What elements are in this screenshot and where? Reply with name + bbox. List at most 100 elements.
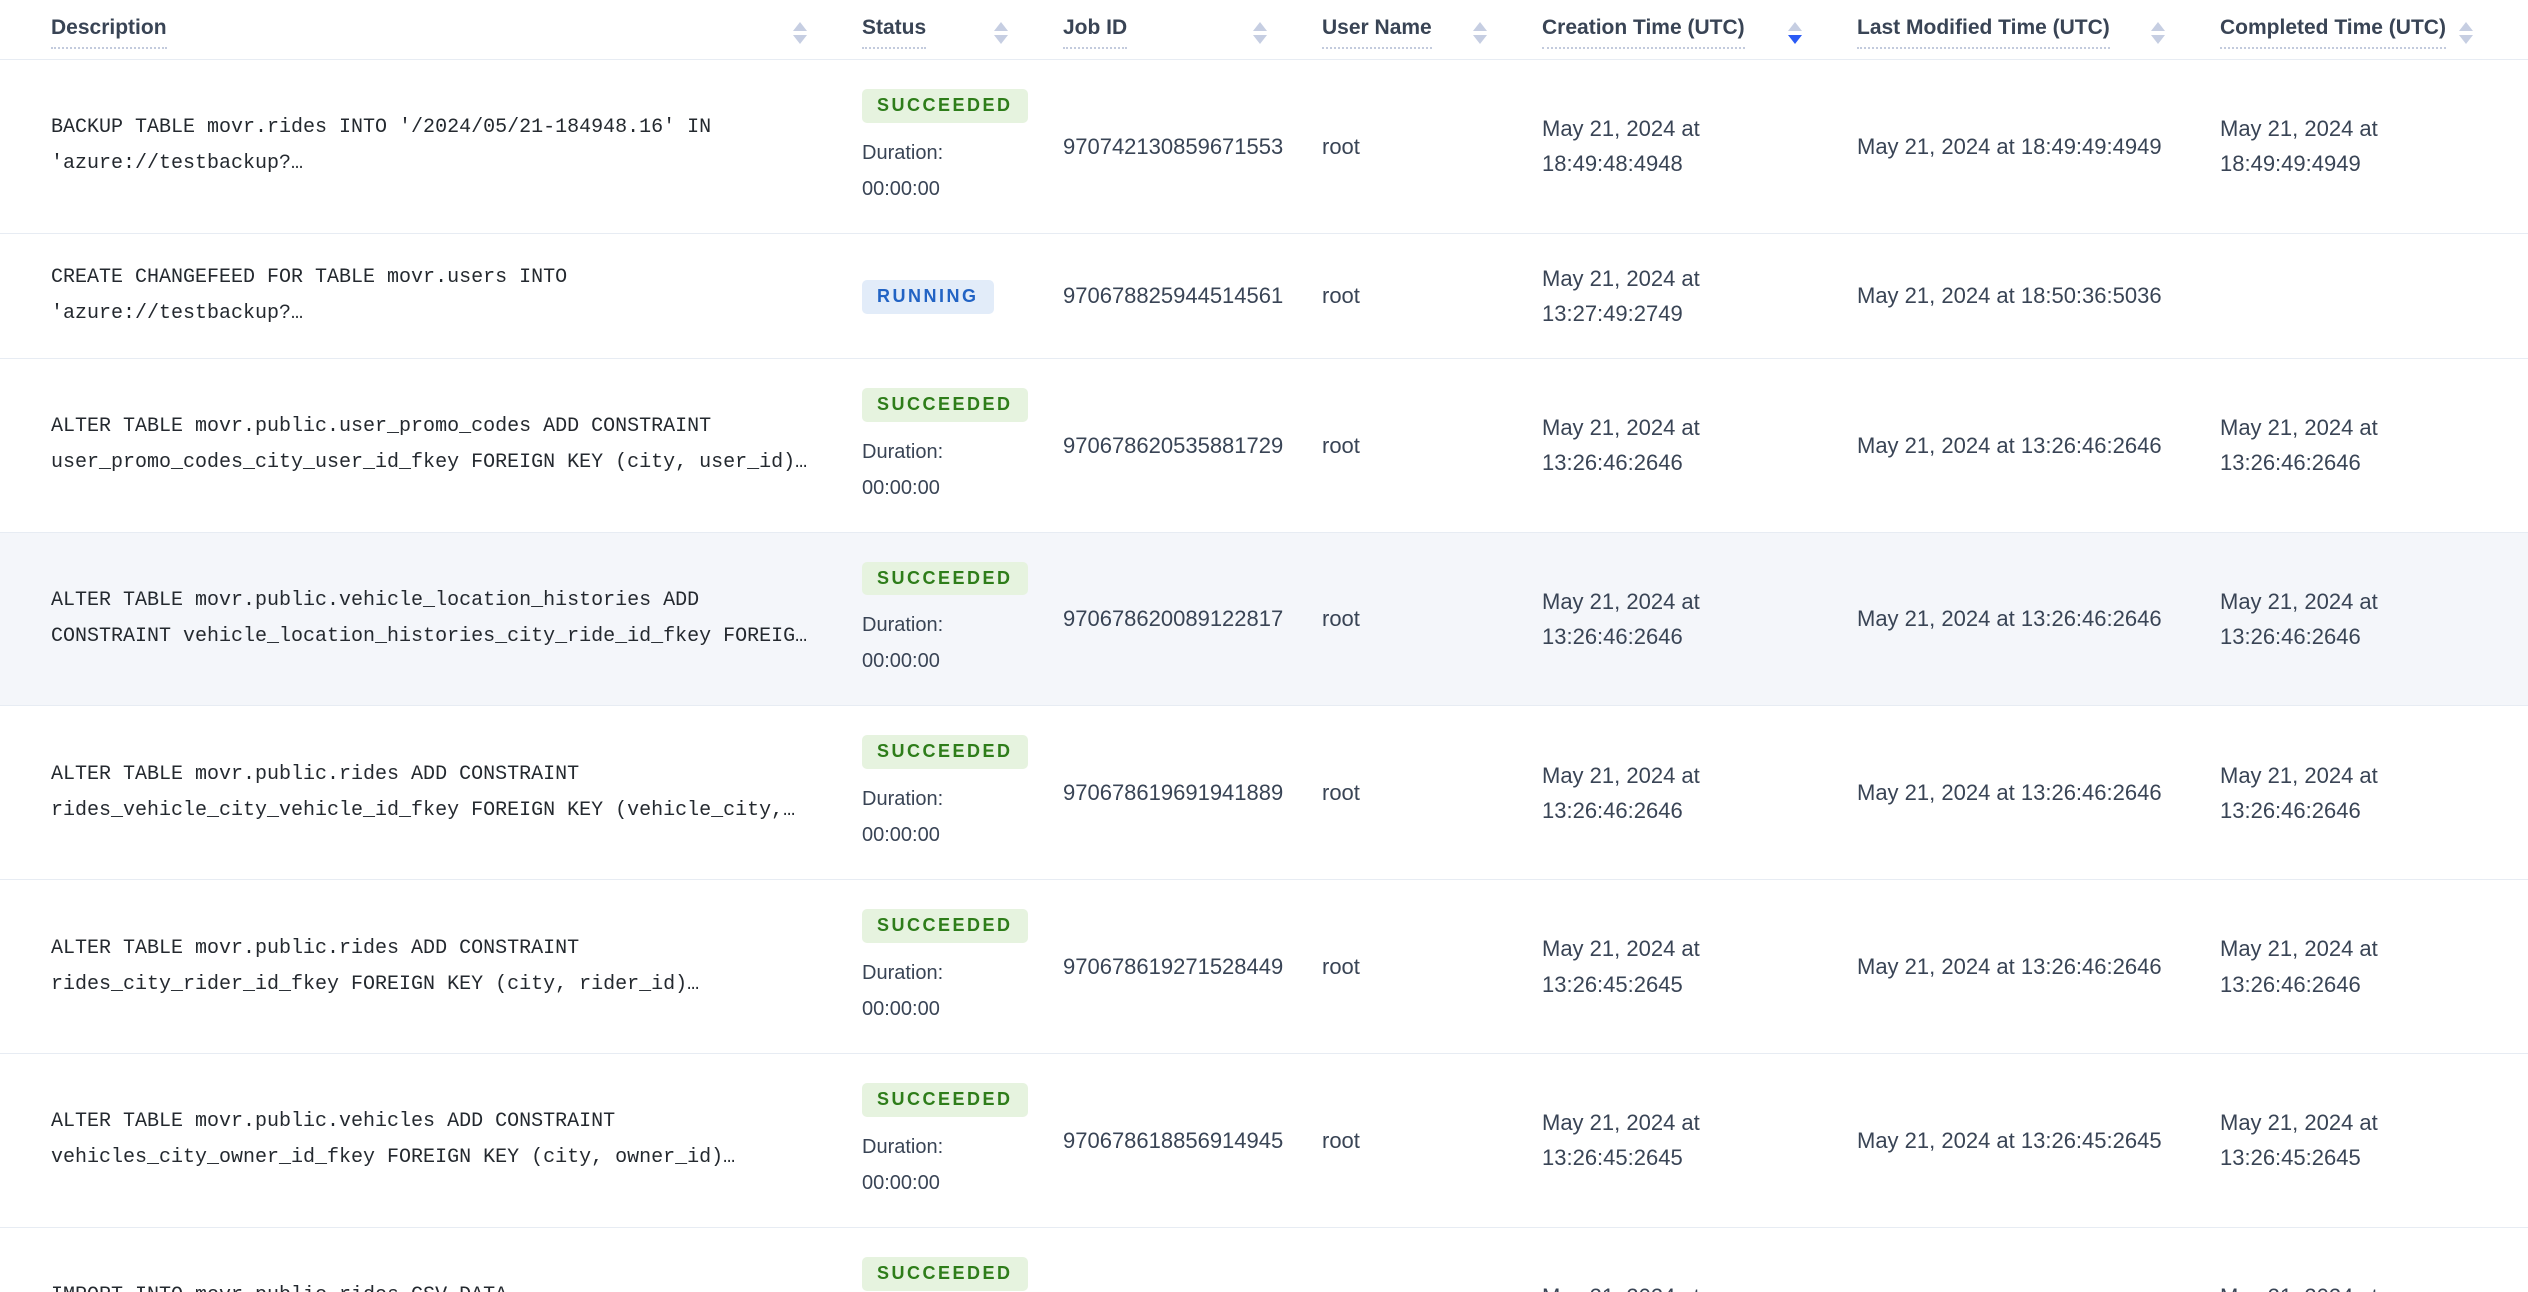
jobs-table-body: BACKUP TABLE movr.rides INTO '/2024/05/2… [0, 60, 2528, 1292]
last-modified-time-cell: May 21, 2024 at 13:26:46:2646 [1857, 705, 2220, 880]
job-id-cell: 970742130859671553 [1063, 133, 1284, 159]
sort-down-arrow-icon [1473, 34, 1487, 44]
completed-time-cell: May 21, 2024 at 18:49:49:4949 [2220, 116, 2378, 177]
column-header-label: Job ID [1063, 16, 1128, 50]
user-name-cell: root [1322, 705, 1542, 880]
duration-label: Duration: [862, 962, 944, 985]
job-id-cell: 970678618856914945 [1063, 1053, 1322, 1228]
completed-time-cell: May 21, 2024 at 13:26:46:2646 [2220, 531, 2528, 706]
status-cell: SUCCEEDED Duration: 00:00:00 [862, 1226, 1063, 1292]
creation-time-cell: May 21, 2024 at 13:26:46:2646 [1542, 531, 1857, 706]
user-name-cell: root [1322, 1226, 1542, 1292]
status-duration: Duration: 00:00:00 [862, 1129, 1043, 1201]
job-description[interactable]: ALTER TABLE movr.public.vehicle_location… [51, 589, 808, 649]
description-cell[interactable]: ALTER TABLE movr.public.user_promo_codes… [0, 357, 862, 533]
completed-time-cell: May 21, 2024 at 13:26:45:2645 [2220, 1053, 2528, 1228]
status-duration: Duration: 00:00:00 [862, 781, 1043, 853]
job-description[interactable]: BACKUP TABLE movr.rides INTO '/2024/05/2… [51, 116, 712, 176]
status-cell: SUCCEEDED Duration: 00:00:00 [862, 531, 1063, 706]
status-badge: SUCCEEDED [862, 561, 1028, 596]
status-duration: Duration: 00:00:00 [862, 607, 1043, 679]
column-header-label: Completed Time (UTC) [2220, 16, 2446, 50]
sort-up-arrow-icon [1788, 21, 1802, 31]
sort-icon[interactable] [1788, 21, 1802, 44]
job-description[interactable]: CREATE CHANGEFEED FOR TABLE movr.users I… [51, 265, 568, 325]
column-header-completed-time[interactable]: Completed Time (UTC) [2220, 0, 2528, 61]
status-badge: SUCCEEDED [862, 1083, 1028, 1117]
column-header-creation-time[interactable]: Creation Time (UTC) [1542, 0, 1857, 61]
user-name-cell: root [1322, 133, 1360, 159]
duration-label: Duration: [862, 141, 944, 164]
sort-icon[interactable] [2151, 21, 2165, 44]
sort-up-arrow-icon [793, 21, 807, 31]
sort-icon[interactable] [1253, 21, 1267, 44]
job-description[interactable]: ALTER TABLE movr.public.user_promo_codes… [51, 415, 808, 475]
duration-value: 00:00:00 [862, 824, 940, 847]
job-id-cell: 970678619691941889 [1063, 705, 1322, 880]
completed-time-cell: May 21, 2024 at 13:26:46:2646 [2220, 705, 2528, 880]
duration-label: Duration: [862, 788, 944, 811]
status-badge: SUCCEEDED [862, 1256, 1028, 1291]
creation-time-cell: May 21, 2024 at 13:26:45:2645 [1542, 879, 1857, 1054]
status-cell: SUCCEEDED Duration: 00:00:00 [862, 357, 1063, 533]
column-header-job-id[interactable]: Job ID [1063, 0, 1322, 61]
duration-label: Duration: [862, 440, 944, 463]
user-name-cell: root [1322, 879, 1542, 1054]
column-header-status[interactable]: Status [862, 0, 1063, 61]
description-cell[interactable]: IMPORT INTO movr.public.rides CSV DATA (… [0, 1226, 862, 1292]
sort-down-arrow-icon [1253, 34, 1267, 44]
column-header-label: Description [51, 16, 167, 50]
jobs-table-header: Description Status Job ID User Name [0, 0, 2528, 61]
last-modified-time-cell: May 21, 2024 at 13:26:46:2646 [1857, 531, 2220, 706]
job-description[interactable]: ALTER TABLE movr.public.rides ADD CONSTR… [51, 762, 796, 822]
duration-label: Duration: [862, 1135, 944, 1158]
last-modified-time-cell: May 21, 2024 at 13:26:46:2646 [1857, 879, 2220, 1054]
status-badge: SUCCEEDED [862, 735, 1028, 770]
last-modified-time-cell: May 21, 2024 at 13:26:46:2646 [1857, 357, 2220, 533]
description-cell[interactable]: ALTER TABLE movr.public.vehicles ADD CON… [0, 1053, 862, 1228]
table-row[interactable]: CREATE CHANGEFEED FOR TABLE movr.users I… [0, 232, 2528, 359]
table-row[interactable]: ALTER TABLE movr.public.vehicle_location… [0, 531, 2528, 706]
table-row[interactable]: ALTER TABLE movr.public.rides ADD CONSTR… [0, 705, 2528, 880]
table-row[interactable]: ALTER TABLE movr.public.rides ADD CONSTR… [0, 879, 2528, 1054]
user-name-cell: root [1322, 357, 1542, 533]
description-cell[interactable]: ALTER TABLE movr.public.rides ADD CONSTR… [0, 879, 862, 1054]
creation-time-cell: May 21, 2024 at 13:27:49:2749 [1542, 232, 1857, 359]
job-id-cell: 970678620535881729 [1063, 357, 1322, 533]
creation-time-cell: May 21, 2024 at 18:49:48:4948 [1542, 116, 1700, 177]
status-cell: RUNNING [862, 232, 1063, 359]
description-cell[interactable]: ALTER TABLE movr.public.vehicle_location… [0, 531, 862, 706]
column-header-last-modified-time[interactable]: Last Modified Time (UTC) [1857, 0, 2220, 61]
last-modified-time-cell: May 21, 2024 at 18:49:49:4949 [1857, 133, 2162, 159]
job-description[interactable]: IMPORT INTO movr.public.rides CSV DATA (… [51, 1278, 842, 1292]
user-name-cell: root [1322, 1053, 1542, 1228]
sort-icon[interactable] [1473, 21, 1487, 44]
description-cell[interactable]: CREATE CHANGEFEED FOR TABLE movr.users I… [0, 232, 862, 359]
status-cell: SUCCEEDED Duration: 00:00:00 [862, 60, 1063, 234]
job-description[interactable]: ALTER TABLE movr.public.vehicles ADD CON… [51, 1110, 736, 1170]
description-cell[interactable]: BACKUP TABLE movr.rides INTO '/2024/05/2… [0, 60, 862, 234]
job-description[interactable]: ALTER TABLE movr.public.rides ADD CONSTR… [51, 936, 700, 996]
description-cell[interactable]: ALTER TABLE movr.public.rides ADD CONSTR… [0, 705, 862, 880]
duration-value: 00:00:00 [862, 998, 940, 1021]
header-row: Description Status Job ID User Name [0, 0, 2528, 61]
column-header-description[interactable]: Description [0, 0, 862, 61]
completed-time-cell [2220, 232, 2528, 359]
sort-icon[interactable] [2459, 21, 2473, 44]
sort-down-arrow-icon [2459, 34, 2473, 44]
column-header-label: Creation Time (UTC) [1542, 16, 1745, 50]
sort-icon[interactable] [793, 21, 807, 44]
table-row[interactable]: ALTER TABLE movr.public.user_promo_codes… [0, 357, 2528, 533]
status-cell: SUCCEEDED Duration: 00:00:00 [862, 1053, 1063, 1228]
status-badge: SUCCEEDED [862, 387, 1028, 422]
table-row[interactable]: IMPORT INTO movr.public.rides CSV DATA (… [0, 1226, 2528, 1292]
sort-down-arrow-icon [1788, 34, 1802, 44]
table-row[interactable]: BACKUP TABLE movr.rides INTO '/2024/05/2… [0, 60, 2528, 234]
status-badge: RUNNING [862, 280, 994, 315]
table-row[interactable]: ALTER TABLE movr.public.vehicles ADD CON… [0, 1053, 2528, 1228]
column-header-user-name[interactable]: User Name [1322, 0, 1542, 61]
sort-icon[interactable] [994, 21, 1008, 44]
creation-time-cell: May 21, 2024 at 13:26:43:2643 [1542, 1226, 1857, 1292]
sort-down-arrow-icon [2151, 34, 2165, 44]
